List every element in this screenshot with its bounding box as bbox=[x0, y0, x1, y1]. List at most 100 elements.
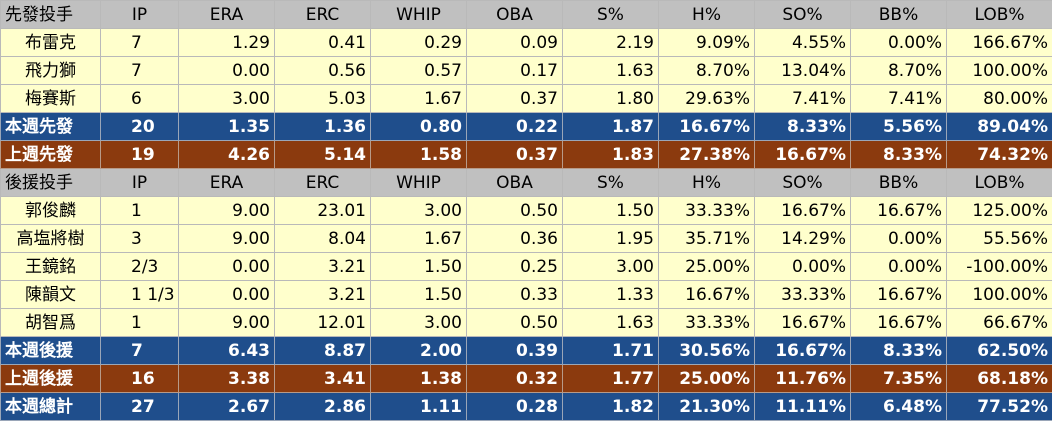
cell-whip: 3.00 bbox=[371, 309, 467, 337]
cell-h-pct: 29.63% bbox=[659, 85, 755, 113]
cell-whip: 1.58 bbox=[371, 141, 467, 169]
cell-h-pct: 30.56% bbox=[659, 337, 755, 365]
cell-so-pct: 11.76% bbox=[755, 365, 851, 393]
column-header-so-pct: SO% bbox=[755, 169, 851, 197]
cell-erc: 5.03 bbox=[275, 85, 371, 113]
pitcher-name: 梅賽斯 bbox=[1, 85, 101, 113]
column-header-era: ERA bbox=[179, 169, 275, 197]
cell-oba: 0.25 bbox=[467, 253, 563, 281]
cell-lob-pct: 89.04% bbox=[947, 113, 1052, 141]
cell-h-pct: 25.00% bbox=[659, 365, 755, 393]
cell-oba: 0.39 bbox=[467, 337, 563, 365]
cell-erc: 3.21 bbox=[275, 281, 371, 309]
cell-whip: 0.80 bbox=[371, 113, 467, 141]
cell-erc: 1.36 bbox=[275, 113, 371, 141]
cell-lob-pct: 55.56% bbox=[947, 225, 1052, 253]
cell-whip: 1.38 bbox=[371, 365, 467, 393]
cell-so-pct: 16.67% bbox=[755, 337, 851, 365]
cell-ip: 7 bbox=[101, 337, 179, 365]
column-header-lob-pct: LOB% bbox=[947, 169, 1052, 197]
section-title: 後援投手 bbox=[1, 169, 101, 197]
pitcher-name: 胡智爲 bbox=[1, 309, 101, 337]
cell-so-pct: 11.11% bbox=[755, 393, 851, 421]
cell-bb-pct: 8.70% bbox=[851, 57, 947, 85]
cell-whip: 1.50 bbox=[371, 281, 467, 309]
cell-bb-pct: 7.41% bbox=[851, 85, 947, 113]
cell-h-pct: 21.30% bbox=[659, 393, 755, 421]
cell-oba: 0.28 bbox=[467, 393, 563, 421]
cell-bb-pct: 16.67% bbox=[851, 309, 947, 337]
cell-s-pct: 1.77 bbox=[563, 365, 659, 393]
cell-lob-pct: 80.00% bbox=[947, 85, 1052, 113]
cell-bb-pct: 8.33% bbox=[851, 141, 947, 169]
cell-s-pct: 1.63 bbox=[563, 57, 659, 85]
section-title: 先發投手 bbox=[1, 1, 101, 29]
cell-lob-pct: 66.67% bbox=[947, 309, 1052, 337]
cell-s-pct: 1.63 bbox=[563, 309, 659, 337]
column-header-h-pct: H% bbox=[659, 1, 755, 29]
column-header-s-pct: S% bbox=[563, 169, 659, 197]
cell-oba: 0.32 bbox=[467, 365, 563, 393]
cell-bb-pct: 8.33% bbox=[851, 337, 947, 365]
column-header-oba: OBA bbox=[467, 169, 563, 197]
cell-oba: 0.17 bbox=[467, 57, 563, 85]
cell-bb-pct: 7.35% bbox=[851, 365, 947, 393]
cell-ip: 2/3 bbox=[101, 253, 179, 281]
cell-bb-pct: 16.67% bbox=[851, 197, 947, 225]
cell-h-pct: 16.67% bbox=[659, 113, 755, 141]
cell-lob-pct: 100.00% bbox=[947, 57, 1052, 85]
cell-s-pct: 1.71 bbox=[563, 337, 659, 365]
cell-whip: 3.00 bbox=[371, 197, 467, 225]
cell-so-pct: 14.29% bbox=[755, 225, 851, 253]
cell-h-pct: 33.33% bbox=[659, 309, 755, 337]
cell-bb-pct: 5.56% bbox=[851, 113, 947, 141]
cell-era: 6.43 bbox=[179, 337, 275, 365]
cell-era: 3.38 bbox=[179, 365, 275, 393]
cell-era: 0.00 bbox=[179, 57, 275, 85]
cell-oba: 0.50 bbox=[467, 309, 563, 337]
cell-erc: 2.86 bbox=[275, 393, 371, 421]
cell-s-pct: 1.80 bbox=[563, 85, 659, 113]
cell-h-pct: 8.70% bbox=[659, 57, 755, 85]
cell-so-pct: 13.04% bbox=[755, 57, 851, 85]
cell-h-pct: 35.71% bbox=[659, 225, 755, 253]
cell-lob-pct: 74.32% bbox=[947, 141, 1052, 169]
cell-oba: 0.37 bbox=[467, 85, 563, 113]
cell-so-pct: 16.67% bbox=[755, 141, 851, 169]
summary-label: 上週後援 bbox=[1, 365, 101, 393]
cell-ip: 27 bbox=[101, 393, 179, 421]
cell-s-pct: 1.95 bbox=[563, 225, 659, 253]
column-header-ip: IP bbox=[101, 169, 179, 197]
cell-ip: 16 bbox=[101, 365, 179, 393]
cell-whip: 0.29 bbox=[371, 29, 467, 57]
pitcher-name: 高塩將樹 bbox=[1, 225, 101, 253]
cell-h-pct: 9.09% bbox=[659, 29, 755, 57]
cell-whip: 2.00 bbox=[371, 337, 467, 365]
cell-h-pct: 16.67% bbox=[659, 281, 755, 309]
cell-oba: 0.36 bbox=[467, 225, 563, 253]
summary-label: 本週後援 bbox=[1, 337, 101, 365]
cell-so-pct: 33.33% bbox=[755, 281, 851, 309]
cell-h-pct: 25.00% bbox=[659, 253, 755, 281]
pitcher-name: 郭俊麟 bbox=[1, 197, 101, 225]
cell-era: 9.00 bbox=[179, 197, 275, 225]
cell-h-pct: 27.38% bbox=[659, 141, 755, 169]
cell-era: 0.00 bbox=[179, 253, 275, 281]
cell-erc: 3.41 bbox=[275, 365, 371, 393]
cell-erc: 5.14 bbox=[275, 141, 371, 169]
cell-erc: 12.01 bbox=[275, 309, 371, 337]
cell-era: 2.67 bbox=[179, 393, 275, 421]
column-header-lob-pct: LOB% bbox=[947, 1, 1052, 29]
summary-label: 本週總計 bbox=[1, 393, 101, 421]
cell-era: 0.00 bbox=[179, 281, 275, 309]
column-header-s-pct: S% bbox=[563, 1, 659, 29]
